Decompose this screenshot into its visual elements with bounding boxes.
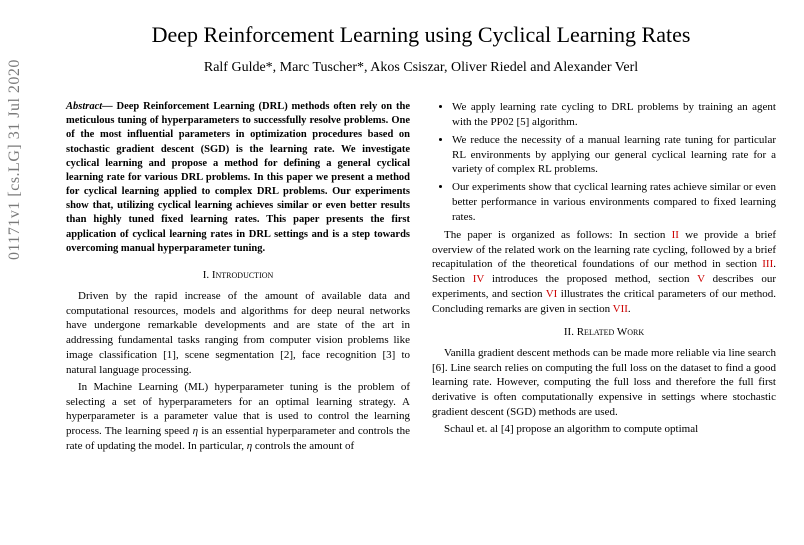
intro-paragraph-2: In Machine Learning (ML) hyperparameter … — [66, 380, 410, 454]
org-a: The paper is organized as follows: In se… — [444, 229, 672, 241]
org-g: . — [628, 303, 631, 315]
contribution-list: We apply learning rate cycling to DRL pr… — [432, 100, 776, 225]
left-column: Abstract— Deep Reinforcement Learning (D… — [66, 100, 410, 456]
right-column: We apply learning rate cycling to DRL pr… — [432, 100, 776, 456]
paper-title: Deep Reinforcement Learning using Cyclic… — [66, 22, 776, 48]
ref-iii: III — [762, 258, 773, 270]
org-d: introduces the proposed method, section — [484, 273, 697, 285]
related-work-p2: Schaul et. al [4] propose an algorithm t… — [432, 422, 776, 437]
two-column-layout: Abstract— Deep Reinforcement Learning (D… — [66, 100, 776, 456]
contribution-item-1: We apply learning rate cycling to DRL pr… — [452, 100, 776, 130]
abstract-text: — Deep Reinforcement Learning (DRL) meth… — [66, 101, 410, 254]
abstract-block: Abstract— Deep Reinforcement Learning (D… — [66, 100, 410, 256]
ref-iv: IV — [473, 273, 484, 285]
ref-v: V — [697, 273, 705, 285]
abstract-label: Abstract — [66, 101, 102, 112]
arxiv-identifier: 01171v1 [cs.LG] 31 Jul 2020 — [6, 59, 24, 260]
ref-vi: VI — [546, 288, 558, 300]
intro-paragraph-1: Driven by the rapid increase of the amou… — [66, 289, 410, 378]
contribution-item-2: We reduce the necessity of a manual lear… — [452, 133, 776, 178]
section-intro-head: I. Introduction — [66, 268, 410, 283]
paper-content: Deep Reinforcement Learning using Cyclic… — [48, 0, 804, 456]
ref-vii: VII — [613, 303, 628, 315]
author-list: Ralf Gulde*, Marc Tuscher*, Akos Csiszar… — [66, 60, 776, 76]
organization-paragraph: The paper is organized as follows: In se… — [432, 228, 776, 317]
intro-p2-c: controls the amount of — [252, 440, 354, 452]
contribution-item-3: Our experiments show that cyclical learn… — [452, 180, 776, 225]
related-work-p1: Vanilla gradient descent methods can be … — [432, 346, 776, 420]
section-related-head: II. Related Work — [432, 325, 776, 340]
ref-ii: II — [672, 229, 679, 241]
